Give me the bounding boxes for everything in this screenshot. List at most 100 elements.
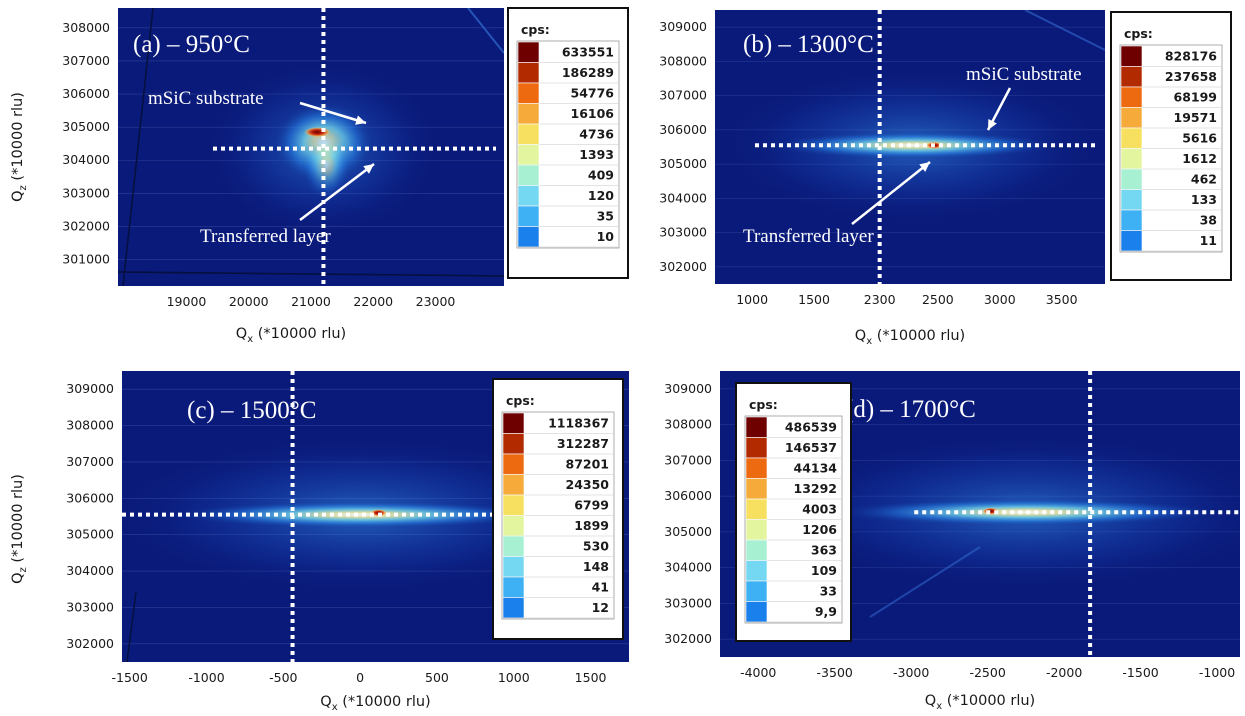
legend-swatch	[517, 144, 540, 166]
legend-swatch	[502, 535, 525, 557]
legend-value: 120	[588, 188, 614, 203]
annotation-arrow	[851, 161, 931, 225]
legend-swatch	[1120, 127, 1143, 149]
intensity-streak	[167, 500, 553, 529]
annotation-transferred-layer: Transferred layer	[743, 226, 874, 247]
legend-value: 530	[583, 539, 609, 554]
intensity-streak	[828, 498, 1224, 527]
y-tick-label: 302000	[664, 631, 712, 646]
x-tick-label: 2300	[864, 292, 896, 307]
x-tick-label: -1500	[1122, 665, 1158, 680]
legend-title: cps:	[521, 22, 550, 37]
legend-title: cps:	[506, 393, 535, 408]
legend-swatch	[517, 41, 540, 63]
legend-swatch	[745, 560, 768, 582]
x-axis-label: Qx (*10000 rlu)	[855, 328, 965, 347]
legend-value: 19571	[1174, 110, 1218, 125]
legend-value: 6799	[574, 498, 609, 513]
legend-value: 35	[597, 209, 614, 224]
legend-value: 68199	[1174, 90, 1218, 105]
x-tick-label: 1500	[798, 292, 830, 307]
y-tick-label: 303000	[66, 599, 114, 614]
x-tick-label: -4000	[740, 665, 776, 680]
y-tick-label: 302000	[66, 636, 114, 651]
legend-value: 38	[1200, 213, 1217, 228]
legend-frame	[1119, 44, 1223, 253]
legend-swatch	[745, 437, 768, 459]
plot-area	[715, 10, 1105, 284]
legend-value: 409	[588, 168, 614, 183]
y-tick-label: 306000	[664, 488, 712, 503]
legend-value: 4003	[802, 502, 837, 517]
x-tick-label: -3000	[893, 665, 929, 680]
annotation-arrowhead	[363, 164, 374, 174]
plot-area	[122, 371, 629, 662]
x-tick-label: 1000	[498, 670, 530, 685]
legend-value: 24350	[566, 477, 610, 492]
x-tick-label: -2000	[1046, 665, 1082, 680]
legend-swatch	[517, 185, 540, 207]
annotation-arrow	[299, 163, 375, 221]
y-tick-label: 305000	[659, 156, 707, 171]
x-tick-label: -3500	[817, 665, 853, 680]
legend-swatch	[1120, 148, 1143, 170]
y-tick-label: 304000	[664, 560, 712, 575]
legend-swatch	[745, 498, 768, 520]
legend-swatch	[1120, 168, 1143, 190]
legend-swatch	[502, 515, 525, 537]
x-tick-label: -1000	[1199, 665, 1235, 680]
annotation-arrowhead	[919, 162, 930, 172]
x-axis-label: Qx (*10000 rlu)	[925, 693, 1035, 712]
legend-value: 54776	[571, 86, 615, 101]
panel-b: (b) – 1300°C mSiC substrate Transferred la…	[630, 0, 1245, 356]
chart-b-svg: (b) – 1300°C mSiC substrate Transferred la…	[659, 10, 1232, 347]
legend-value: 133	[1191, 192, 1217, 207]
y-tick-label: 308000	[664, 417, 712, 432]
legend-swatch	[502, 412, 525, 434]
legend-swatch	[502, 556, 525, 578]
annotation-arrow	[299, 101, 367, 125]
legend-value: 5616	[1182, 131, 1217, 146]
x-tick-label: -2500	[969, 665, 1005, 680]
legend-swatch	[517, 123, 540, 145]
legend-value: 1612	[1182, 151, 1217, 166]
legend-value: 9,9	[815, 604, 837, 619]
legend-swatch	[502, 576, 525, 598]
legend-swatch	[502, 453, 525, 475]
legend-swatch	[517, 226, 540, 248]
legend-value: 10	[597, 229, 615, 244]
legend-swatch	[1120, 230, 1143, 252]
y-tick-label: 303000	[659, 225, 707, 240]
legend-swatch	[1120, 45, 1143, 67]
legend-value: 237658	[1165, 69, 1217, 84]
legend-value: 1118367	[548, 416, 609, 431]
y-tick-label: 306000	[62, 86, 110, 101]
legend-title: cps:	[1124, 26, 1153, 41]
legend-title: cps:	[749, 397, 778, 412]
legend-value: 16106	[571, 106, 615, 121]
legend-frame	[516, 40, 620, 249]
legend-value: 363	[811, 543, 837, 558]
legend-value: 462	[1191, 172, 1217, 187]
legend-swatch	[1120, 86, 1143, 108]
legend-swatch	[1120, 66, 1143, 88]
x-tick-label: 1500	[575, 670, 607, 685]
plot-area	[118, 8, 504, 286]
y-tick-label: 302000	[659, 259, 707, 274]
y-tick-label: 307000	[66, 454, 114, 469]
panel-d: (d) – 1700°C cps: 486539 146537 44134 13292 40…	[640, 360, 1245, 716]
chart-d-svg: (d) – 1700°C cps: 486539 146537 44134 13292 40…	[664, 371, 1240, 712]
x-tick-label: 20000	[229, 294, 269, 309]
y-tick-label: 308000	[659, 53, 707, 68]
legend-swatch	[745, 416, 768, 438]
x-tick-label: 21000	[291, 294, 331, 309]
legend-value: 1899	[574, 518, 609, 533]
annotation-transferred-layer: Transferred layer	[200, 226, 331, 247]
x-axis-label: Qx (*10000 rlu)	[320, 694, 430, 713]
y-axis-label: Qz (*10000 rlu)	[10, 474, 29, 584]
annotation-arrowhead	[355, 115, 366, 125]
legend-value: 109	[811, 563, 837, 578]
chart-c-svg: (c) – 1500°C cps: 1118367 312287 87201 24350 6…	[10, 371, 629, 713]
x-tick-label: -1000	[188, 670, 224, 685]
legend-value: 12	[592, 600, 609, 615]
